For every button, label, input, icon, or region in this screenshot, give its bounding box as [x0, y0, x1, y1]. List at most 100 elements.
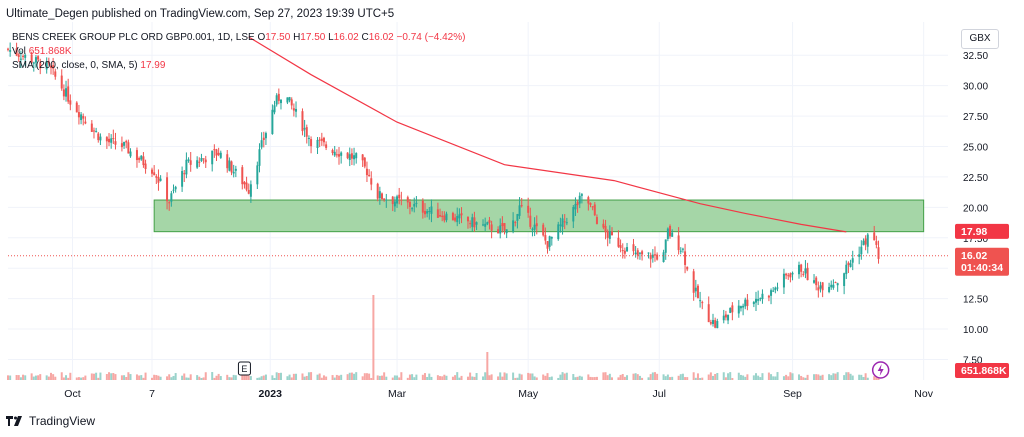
- price-chart[interactable]: 32.5030.0027.5025.0022.5020.0017.5015.00…: [0, 22, 1024, 412]
- price-axis[interactable]: 32.5030.0027.5025.0022.5020.0017.5015.00…: [963, 51, 988, 366]
- volume-bar: [634, 373, 637, 380]
- volume-bar: [458, 377, 461, 380]
- volume-bar: [7, 375, 9, 380]
- volume-bar: [608, 373, 611, 380]
- candle-body: [365, 168, 368, 176]
- volume-bar: [264, 374, 267, 380]
- candle-body: [204, 159, 207, 163]
- candle-body: [97, 133, 100, 141]
- chart-legend: BENS CREEK GROUP PLC ORD GBP0.001, 1D, L…: [12, 31, 465, 73]
- volume-bar: [288, 374, 291, 380]
- volume-bar: [247, 375, 250, 380]
- volume-bar: [576, 376, 579, 380]
- last-price-badge-text: 16.02: [961, 250, 987, 262]
- candle-body: [202, 158, 205, 160]
- volume-bar: [714, 373, 717, 380]
- volume-bar: [19, 377, 22, 380]
- volume-bar: [469, 372, 472, 380]
- volume-bar: [836, 372, 839, 380]
- volume-bar: [692, 372, 695, 380]
- symbol-row[interactable]: BENS CREEK GROUP PLC ORD GBP0.001, 1D, L…: [12, 31, 465, 45]
- candle-body: [512, 220, 515, 232]
- candle-body: [200, 158, 203, 162]
- currency-button[interactable]: GBX: [961, 29, 999, 49]
- candle-body: [520, 205, 523, 207]
- candle-body: [19, 58, 22, 60]
- volume-bar: [791, 373, 794, 380]
- volume-bar: [47, 376, 50, 380]
- volume-bar: [411, 374, 414, 380]
- volume-bar: [400, 372, 403, 380]
- candle-body: [262, 137, 265, 140]
- y-tick-label: 17.50: [963, 234, 988, 245]
- candle-body: [731, 305, 734, 313]
- candle-body: [264, 133, 267, 139]
- candle-body: [406, 197, 409, 203]
- y-tick-label: 30.00: [963, 82, 988, 93]
- candle-body: [451, 212, 454, 221]
- volume-bar: [473, 376, 476, 380]
- volume-bar: [701, 377, 704, 380]
- candle-body: [666, 228, 669, 239]
- candle-body: [363, 157, 366, 167]
- candle-body: [641, 251, 644, 255]
- candle-body: [185, 159, 188, 175]
- time-axis[interactable]: Oct 7 2023 Mar May Jul Sep Nov: [64, 388, 933, 400]
- volume-bar: [578, 375, 581, 380]
- volume-bar: [279, 372, 282, 380]
- close-value: 16.02: [368, 32, 394, 43]
- candle-body: [858, 254, 861, 257]
- candle-body: [129, 151, 132, 157]
- y-tick-label: 32.50: [963, 51, 988, 62]
- volume-bar: [185, 377, 188, 380]
- candle-body: [873, 232, 876, 241]
- y-tick-label: 12.50: [963, 295, 988, 306]
- candle-body: [196, 160, 199, 168]
- candle-body: [503, 223, 506, 231]
- event-markers[interactable]: E: [237, 361, 890, 379]
- volume-bar: [776, 372, 779, 380]
- volume-bar: [381, 375, 383, 380]
- candle-body: [473, 217, 476, 228]
- volume-bar: [617, 377, 620, 380]
- volume-bar: [845, 372, 848, 380]
- volume-bar: [52, 374, 55, 380]
- volume-bar: [198, 376, 201, 380]
- volume-bar: [686, 377, 689, 380]
- candle-body: [589, 202, 592, 205]
- volume-bar: [189, 374, 192, 380]
- volume-bar: [548, 377, 551, 380]
- volume-bar: [873, 376, 876, 380]
- candle-body: [142, 156, 145, 166]
- candle-body: [716, 321, 719, 329]
- volume-bar: [30, 373, 33, 380]
- candle-body: [413, 203, 416, 207]
- footer-brand[interactable]: TradingView: [6, 414, 95, 428]
- candle-body: [785, 273, 788, 276]
- volume-spike: [486, 352, 489, 380]
- candle-body: [458, 214, 461, 219]
- volume-bar: [436, 375, 439, 380]
- candle-body: [518, 205, 521, 216]
- candle-body: [550, 236, 553, 239]
- candle-body: [634, 252, 637, 255]
- volume-bar: [587, 374, 590, 380]
- candle-body: [843, 273, 846, 286]
- volume-bar: [256, 377, 259, 380]
- volume-bar: [353, 373, 356, 380]
- volume-bar: [610, 377, 613, 380]
- volume-bar: [303, 376, 306, 380]
- volume-bar: [65, 375, 68, 380]
- volume-bar: [488, 375, 491, 380]
- candle-body: [866, 234, 869, 247]
- volume-row[interactable]: Vol 651.868K: [12, 45, 465, 59]
- volume-bar: [742, 375, 745, 380]
- candle-body: [77, 112, 80, 118]
- volume-bar: [17, 375, 20, 380]
- sma-row[interactable]: SMA (200, close, 0, SMA, 5) 17.99: [12, 59, 465, 73]
- volume-bar: [653, 372, 656, 380]
- volume-bar: [365, 373, 368, 380]
- candle-body: [228, 160, 231, 171]
- candle-body: [421, 200, 424, 213]
- volume-bar: [759, 377, 762, 380]
